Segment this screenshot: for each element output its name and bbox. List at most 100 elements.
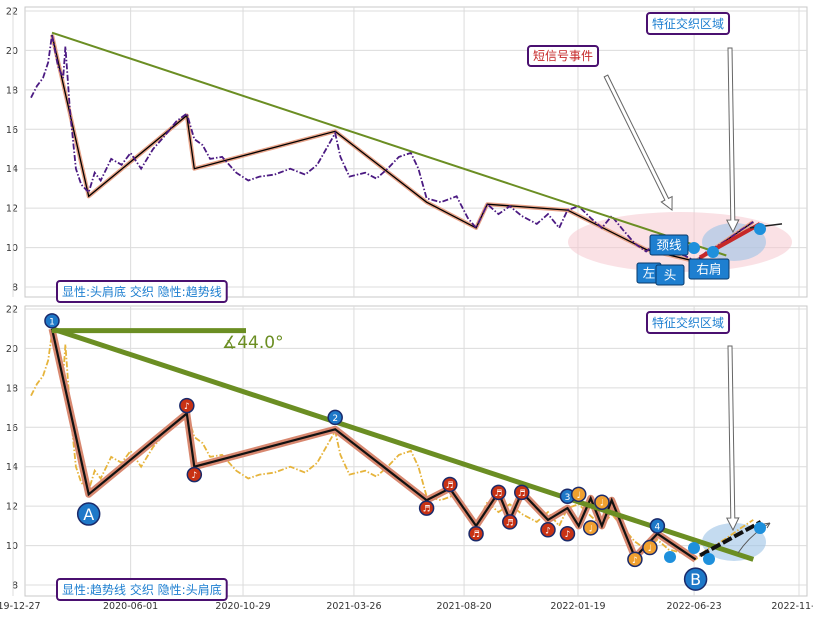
legend-box-text: 显性:头肩底 交织 隐性:趋势线 xyxy=(62,284,222,299)
marker-label: ♩ xyxy=(577,491,581,501)
y-tick-label: 14 xyxy=(6,164,18,175)
marker-label: ♩ xyxy=(648,544,652,554)
legend-box-text: 显性:趋势线 交织 隐性:头肩底 xyxy=(62,582,222,597)
x-tick-label: 2022-11-10 xyxy=(771,601,813,612)
y-tick-label: 16 xyxy=(6,423,18,434)
marker-label: ♪ xyxy=(632,556,638,566)
marker xyxy=(490,484,507,501)
marker xyxy=(186,466,203,483)
y-tick-label: 8 xyxy=(12,581,18,592)
marker xyxy=(570,486,587,503)
x-tick-label: 2021-03-26 xyxy=(326,601,381,612)
pattern-tag xyxy=(688,258,730,280)
y-tick-label: 22 xyxy=(6,7,18,18)
y-tick-label: 20 xyxy=(6,344,18,355)
marker xyxy=(559,525,576,542)
pattern-tag-text: 右肩 xyxy=(696,262,721,277)
marker xyxy=(582,520,599,536)
callout-box xyxy=(646,12,731,35)
marker-label: ♪ xyxy=(565,530,571,540)
marker-label: ♩ xyxy=(589,524,593,534)
trendline xyxy=(51,326,755,562)
callout-arrow xyxy=(725,345,740,532)
marker xyxy=(540,522,556,538)
pattern-dot xyxy=(703,553,715,565)
pattern-dot xyxy=(688,542,700,554)
marker xyxy=(683,567,708,591)
y-tick-label: 10 xyxy=(6,243,18,254)
marker-label: ♬ xyxy=(423,505,431,515)
y-tick-label: 10 xyxy=(6,541,18,552)
y-tick-label: 8 xyxy=(12,283,18,294)
x-tick-label: 2022-06-23 xyxy=(666,601,721,612)
marker xyxy=(502,514,518,530)
marker-label: 4 xyxy=(655,522,661,532)
marker-label: ♬ xyxy=(472,530,480,540)
y-tick-label: 16 xyxy=(6,125,18,136)
pattern-tag-text: 左 xyxy=(643,266,656,281)
pattern-tag-text: 头 xyxy=(664,268,677,283)
zigzag-line xyxy=(50,328,697,561)
callout-arrow xyxy=(603,74,673,211)
pattern-tag xyxy=(649,234,689,256)
breakout-arrowhead xyxy=(763,522,771,529)
marker xyxy=(76,502,101,526)
pattern-dot xyxy=(754,522,766,534)
y-tick-label: 12 xyxy=(6,204,18,215)
trendline xyxy=(51,31,727,257)
marker xyxy=(327,409,343,426)
x-tick-label: 2019-12-27 xyxy=(0,601,41,612)
marker-label: B xyxy=(690,570,701,589)
marker xyxy=(627,551,643,568)
x-tick-label: 2022-01-19 xyxy=(550,601,605,612)
y-tick-label: 12 xyxy=(6,502,18,513)
bottom-panel: 8 10 12 14 16 18 20 22 ∡44.0° 1 A ♪ ♪ 2 ♬ ♬ ♬ ♬ ♬ ♬ ♪ ♪ 3 ♩ ♩ ♩ ♪ ♩… xyxy=(0,305,813,613)
y-tick-label: 14 xyxy=(6,462,18,473)
x-tick-label: 2020-06-01 xyxy=(103,601,158,612)
marker-label: 2 xyxy=(332,414,338,424)
top-panel: 8 10 12 14 16 18 20 22 颈线左头 右肩显性:头肩底 交织 隐性:趋势线 特征交… xyxy=(6,6,808,303)
marker-label: ♬ xyxy=(506,518,514,528)
marker xyxy=(642,539,658,556)
y-tick-label: 22 xyxy=(6,305,18,316)
breakout-line xyxy=(699,520,762,558)
callout-box xyxy=(646,311,731,334)
marker-label: ♪ xyxy=(184,402,190,412)
marker-label: ♪ xyxy=(545,526,551,536)
angle-label: ∡44.0° xyxy=(222,333,284,353)
y-tick-label: 18 xyxy=(6,383,18,394)
marker xyxy=(418,500,435,516)
callout-box-text: 特征交织区域 xyxy=(652,16,724,31)
pattern-dot xyxy=(688,242,700,254)
marker xyxy=(468,525,484,542)
pattern-tag xyxy=(655,264,685,286)
callout-box-text: 特征交织区域 xyxy=(652,315,724,330)
y-tick-label: 18 xyxy=(6,85,18,96)
callout-box-text: 短信号事件 xyxy=(533,49,593,63)
pattern-dot xyxy=(754,223,766,235)
pattern-dot xyxy=(664,551,676,563)
marker xyxy=(44,313,60,329)
marker-label: ♩ xyxy=(600,499,604,509)
callout-arrow xyxy=(725,47,740,234)
marker-label: ♬ xyxy=(446,481,454,491)
x-tick-label: 2021-08-20 xyxy=(436,601,491,612)
marker-label: ♬ xyxy=(518,489,526,499)
pattern-dot xyxy=(707,246,719,258)
marker xyxy=(179,397,195,414)
marker xyxy=(649,518,666,534)
callout-box xyxy=(527,45,600,67)
marker xyxy=(442,476,458,493)
marker-label: ♬ xyxy=(494,489,502,499)
price-line xyxy=(30,332,754,561)
x-tick-label: 2020-10-29 xyxy=(215,601,270,612)
marker-label: ♪ xyxy=(191,471,197,481)
marker-label: 1 xyxy=(49,317,55,327)
breakout-curve xyxy=(737,522,771,554)
marker-label: 3 xyxy=(565,493,571,503)
marker-label: A xyxy=(83,505,94,524)
y-tick-label: 20 xyxy=(6,46,18,57)
legend-box xyxy=(56,578,228,601)
marker xyxy=(594,494,610,510)
